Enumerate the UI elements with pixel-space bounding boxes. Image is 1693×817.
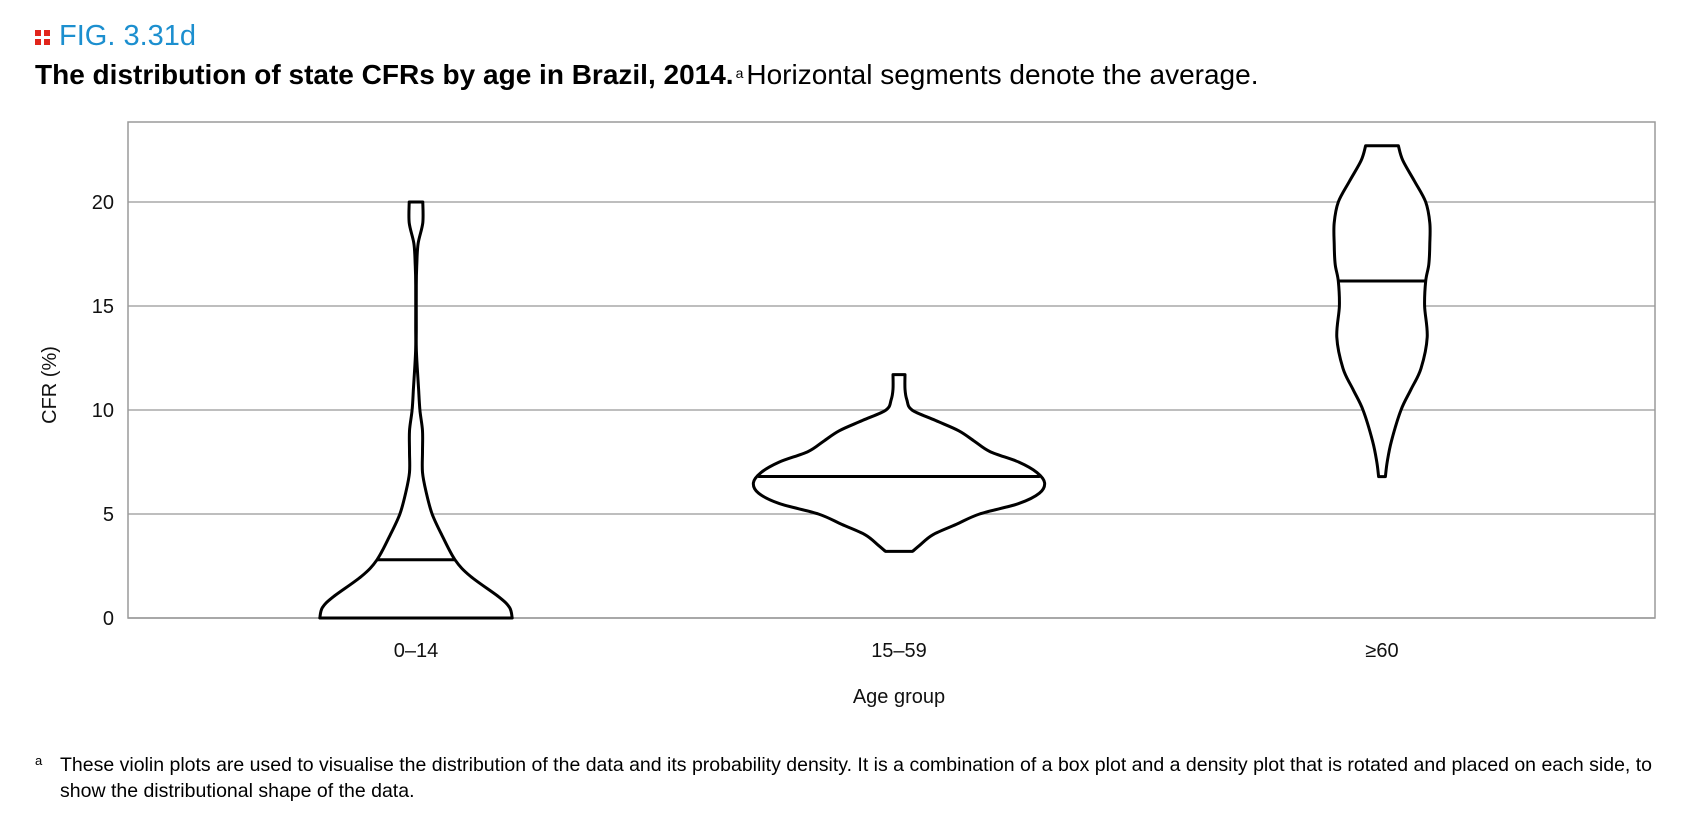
plot-frame — [127, 121, 1656, 619]
x-tick-labels: 0–14 15–59 ≥60 — [394, 640, 1399, 662]
x-tick-label: 15–59 — [871, 640, 927, 662]
y-tick-labels: 0 5 10 15 20 — [92, 192, 114, 630]
violin-1 — [318, 200, 514, 620]
y-tick-label: 10 — [92, 400, 114, 422]
y-tick-label: 15 — [92, 296, 114, 318]
y-tick-label: 5 — [103, 504, 114, 526]
x-axis-label: Age group — [853, 686, 945, 708]
figure-number: FIG. 3.31d — [59, 20, 197, 52]
x-tick-label: ≥60 — [1365, 640, 1398, 662]
figure-title-bold: The distribution of state CFRs by age in… — [35, 59, 734, 90]
figure-title-rest: Horizontal segments denote the average. — [746, 59, 1259, 90]
footnote: a These violin plots are used to visuali… — [35, 752, 1655, 804]
figure-title-footnote-marker: a — [735, 65, 744, 81]
footnote-text: These violin plots are used to visualise… — [60, 754, 1653, 802]
violin-2 — [751, 373, 1047, 553]
violins — [318, 144, 1432, 620]
figure-bullet-icon — [35, 30, 51, 46]
figure-title: The distribution of state CFRs by age in… — [35, 58, 1258, 96]
violin-chart: 0 5 10 15 20 0–14 15–59 ≥60 Age group CFR (%) — [39, 121, 1656, 708]
y-tick-label: 20 — [92, 192, 114, 214]
figure-label: FIG. 3.31d — [35, 18, 196, 54]
violin-3 — [1332, 144, 1432, 479]
y-axis-label: CFR (%) — [39, 346, 61, 424]
footnote-marker: a — [35, 753, 43, 768]
x-tick-label: 0–14 — [394, 640, 439, 662]
y-tick-label: 0 — [103, 608, 114, 630]
